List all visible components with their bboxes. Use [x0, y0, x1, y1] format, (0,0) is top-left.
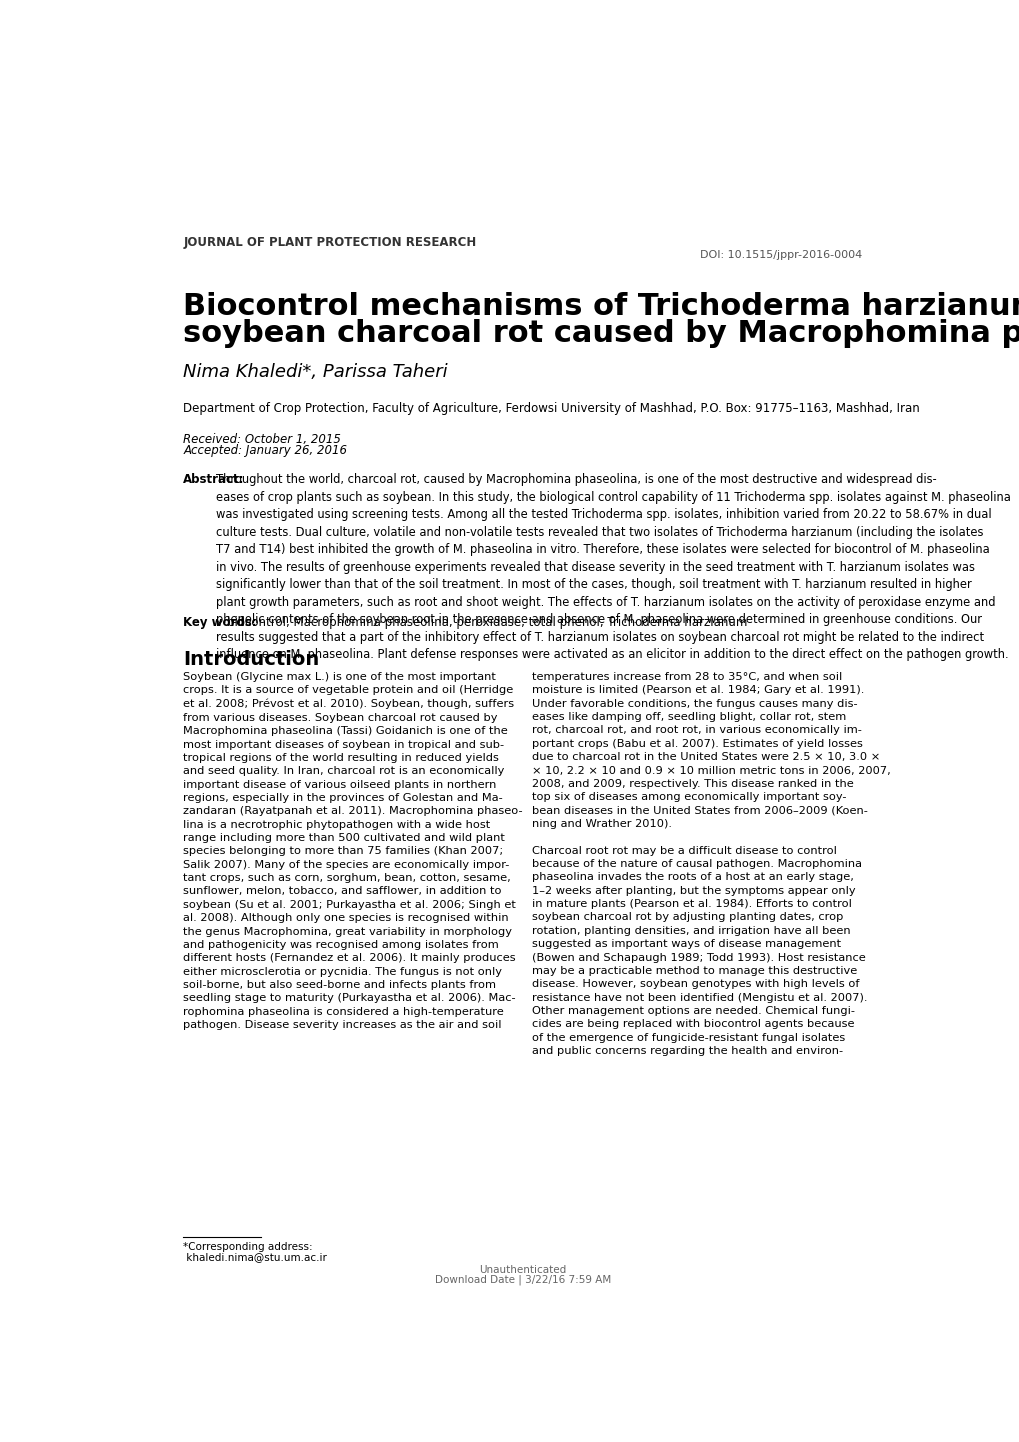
Text: Nima Khaledi*, Parissa Taheri: Nima Khaledi*, Parissa Taheri — [183, 363, 447, 381]
Text: Abstract:: Abstract: — [183, 473, 245, 486]
Text: Download Date | 3/22/16 7:59 AM: Download Date | 3/22/16 7:59 AM — [434, 1275, 610, 1285]
Text: Biocontrol mechanisms of ​Trichoderma harzianum​ against: Biocontrol mechanisms of ​Trichoderma ha… — [183, 293, 1019, 322]
Text: Key words:: Key words: — [183, 616, 257, 629]
Text: Unauthenticated: Unauthenticated — [479, 1265, 566, 1275]
Text: Throughout the world, charcoal rot, caused by Macrophomina phaseolina, is one of: Throughout the world, charcoal rot, caus… — [216, 473, 1010, 662]
Text: JOURNAL OF PLANT PROTECTION RESEARCH: JOURNAL OF PLANT PROTECTION RESEARCH — [183, 236, 476, 249]
Text: biocontrol, Macrophomina phaseolina, peroxidase, total phenol, Trichoderma harzi: biocontrol, Macrophomina phaseolina, per… — [226, 616, 746, 629]
Text: Department of Crop Protection, Faculty of Agriculture, Ferdowsi University of Ma: Department of Crop Protection, Faculty o… — [183, 402, 919, 415]
Text: Accepted: January 26, 2016: Accepted: January 26, 2016 — [183, 444, 346, 457]
Text: soybean charcoal rot caused by ​Macrophomina phaseolina​: soybean charcoal rot caused by ​Macropho… — [183, 319, 1019, 348]
Text: khaledi.nima@stu.um.ac.ir: khaledi.nima@stu.um.ac.ir — [183, 1252, 327, 1262]
Text: Received: October 1, 2015: Received: October 1, 2015 — [183, 433, 340, 446]
Text: *Corresponding address:: *Corresponding address: — [183, 1242, 313, 1252]
Text: temperatures increase from 28 to 35°C, and when soil
moisture is limited (Pearso: temperatures increase from 28 to 35°C, a… — [532, 672, 890, 1056]
Text: Soybean (Glycine max L.) is one of the most important
crops. It is a source of v: Soybean (Glycine max L.) is one of the m… — [183, 672, 523, 1030]
Text: Introduction: Introduction — [183, 650, 319, 669]
Text: DOI: 10.1515/jppr-2016-0004: DOI: 10.1515/jppr-2016-0004 — [699, 249, 861, 260]
